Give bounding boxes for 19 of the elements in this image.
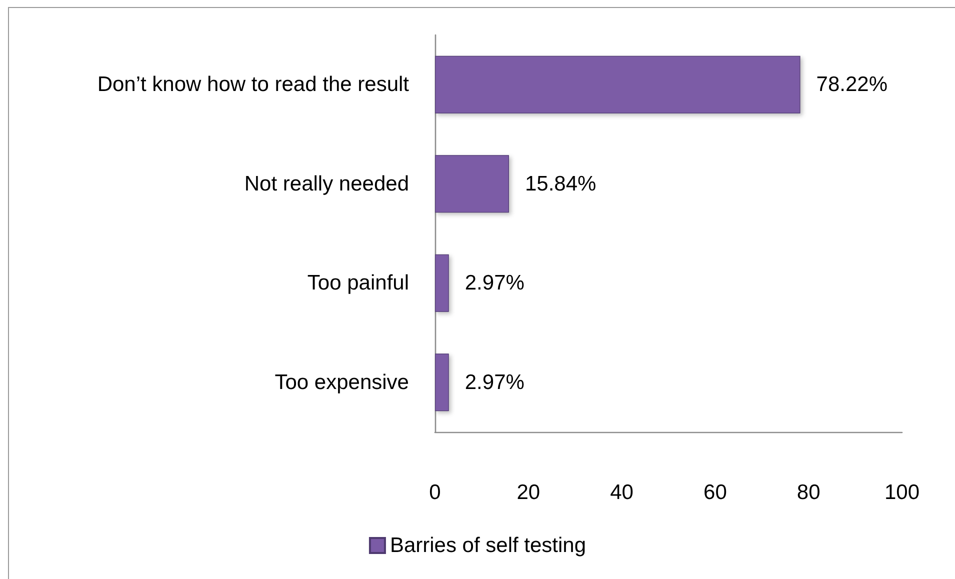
x-tick-label: 100 <box>884 481 920 504</box>
data-label: 2.97% <box>464 370 524 394</box>
x-tick-label: 0 <box>429 481 441 504</box>
data-label: 15.84% <box>524 172 596 196</box>
x-tick-label: 20 <box>516 481 540 504</box>
bar <box>435 354 449 412</box>
data-label: 2.97% <box>464 272 524 295</box>
bar <box>435 254 449 312</box>
x-tick-label: 40 <box>610 481 634 504</box>
bar <box>435 155 509 213</box>
bar <box>435 56 800 114</box>
y-tick-label: Too expensive <box>274 370 409 394</box>
x-tick-label: 60 <box>704 481 727 504</box>
data-label: 78.22% <box>816 73 888 96</box>
y-tick-label: Don’t know how to read the result <box>97 73 410 96</box>
y-tick-label: Not really needed <box>244 172 409 196</box>
y-tick-label: Too painful <box>307 272 409 295</box>
legend-label: Barries of self testing <box>390 534 586 557</box>
x-tick-label: 80 <box>796 481 820 504</box>
